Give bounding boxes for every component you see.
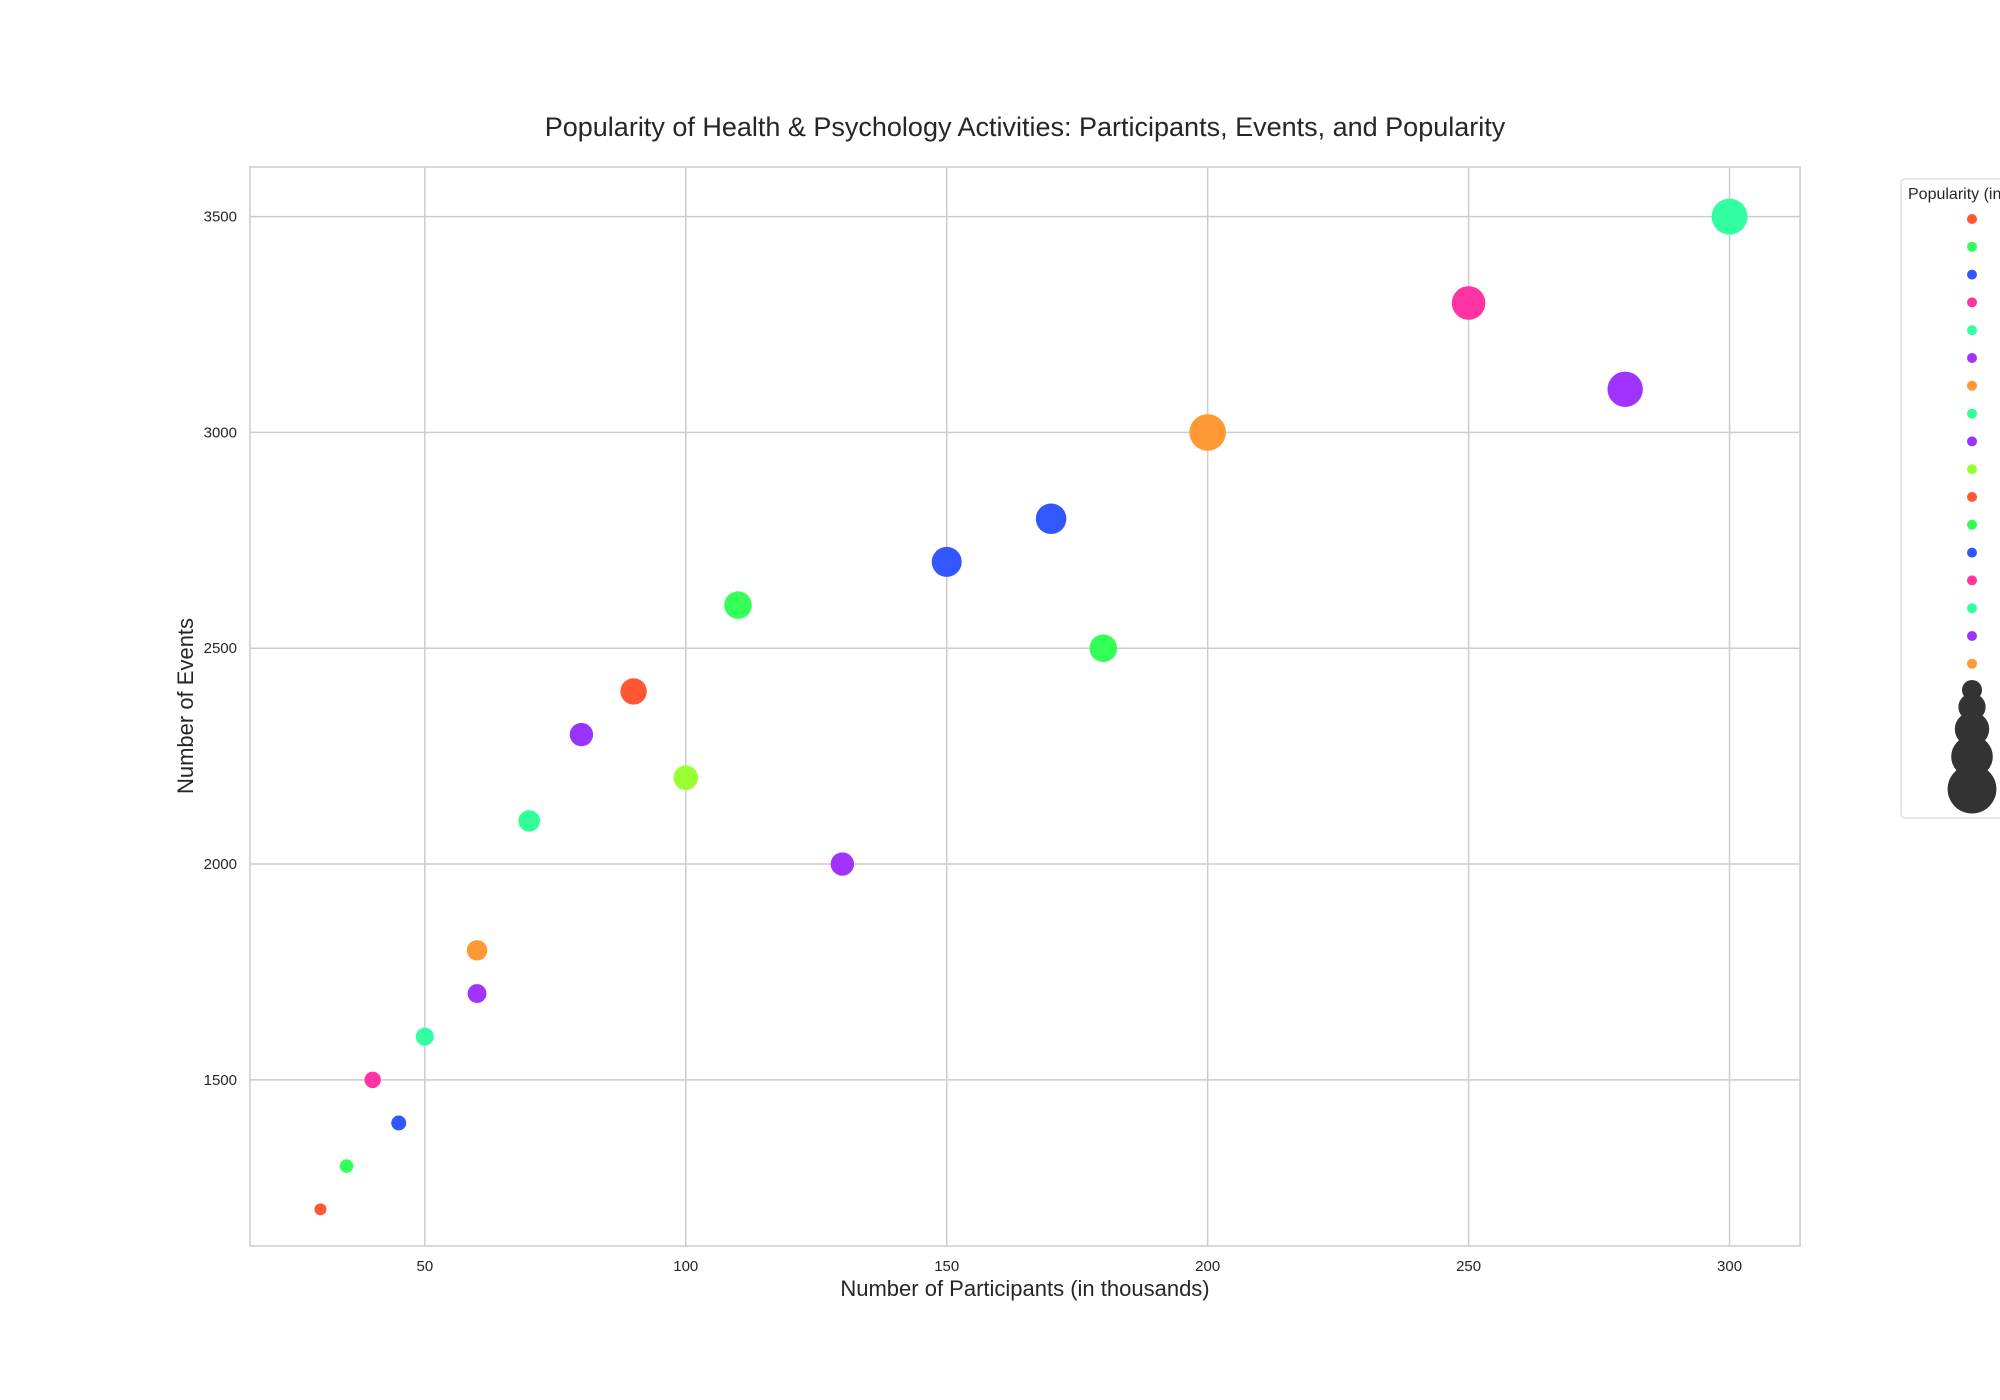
data-point xyxy=(1035,503,1067,535)
data-point xyxy=(518,810,541,832)
legend-color-marker xyxy=(1967,658,1977,669)
data-point xyxy=(673,765,699,791)
grid-lines xyxy=(250,167,1800,1246)
axis-ticks: 50 100 150 200 250 300 1500 2000 2500 3000 3500 xyxy=(204,209,1742,1275)
chart-title: Popularity of Health & Psychology Activi… xyxy=(544,112,1506,142)
legend-color-marker xyxy=(1967,325,1977,336)
data-point xyxy=(620,678,647,705)
y-tick-label: 2500 xyxy=(204,640,237,657)
legend-color-marker xyxy=(1967,408,1977,419)
data-point xyxy=(931,546,962,577)
x-tick-label: 250 xyxy=(1456,1258,1481,1275)
y-tick-label: 3500 xyxy=(204,209,237,226)
x-tick-label: 100 xyxy=(673,1258,698,1275)
data-points xyxy=(314,198,1748,1216)
x-axis-label: Number of Participants (in thousands) xyxy=(840,1276,1209,1301)
y-axis-label: Number of Events xyxy=(173,618,198,794)
data-point xyxy=(1089,634,1118,663)
legend-title: Popularity (in xyxy=(1908,186,2000,203)
legend-color-marker xyxy=(1967,492,1977,502)
legend-color-marker xyxy=(1967,241,1977,252)
data-point xyxy=(415,1027,434,1046)
legend-size-marker xyxy=(1951,735,1993,778)
x-tick-label: 50 xyxy=(416,1258,433,1275)
data-point xyxy=(339,1159,354,1173)
legend-color-marker xyxy=(1967,464,1977,475)
data-point xyxy=(830,852,855,876)
y-tick-label: 3000 xyxy=(204,424,237,441)
x-tick-label: 200 xyxy=(1195,1258,1220,1275)
x-tick-label: 300 xyxy=(1717,1258,1742,1275)
legend-color-marker xyxy=(1967,436,1977,447)
data-point xyxy=(1711,198,1748,235)
x-tick-label: 150 xyxy=(934,1258,959,1275)
y-tick-label: 2000 xyxy=(204,856,237,873)
legend-color-marker xyxy=(1967,575,1977,586)
legend-color-marker xyxy=(1967,297,1977,308)
data-point xyxy=(314,1203,327,1216)
legend-color-marker xyxy=(1967,269,1977,280)
data-point xyxy=(569,722,594,747)
legend-items xyxy=(1947,214,1997,814)
data-point xyxy=(1607,371,1643,407)
data-point xyxy=(1451,286,1486,320)
legend-size-marker xyxy=(1947,764,1997,814)
legend-box xyxy=(1900,178,2000,819)
data-point xyxy=(391,1115,407,1131)
plot-area xyxy=(249,166,1801,1247)
data-point xyxy=(1189,414,1226,451)
data-point xyxy=(466,940,488,961)
legend-color-marker xyxy=(1967,631,1977,641)
y-tick-label: 1500 xyxy=(204,1072,237,1089)
legend-color-marker xyxy=(1967,353,1977,363)
legend-color-marker xyxy=(1967,547,1977,558)
legend-color-marker xyxy=(1967,380,1977,391)
legend-color-marker xyxy=(1967,519,1977,530)
legend-color-marker xyxy=(1967,603,1977,614)
data-point xyxy=(364,1071,381,1089)
legend-color-marker xyxy=(1967,214,1977,224)
data-point xyxy=(467,984,487,1003)
legend: Popularity (in xyxy=(1900,178,2000,819)
data-point xyxy=(724,591,752,619)
